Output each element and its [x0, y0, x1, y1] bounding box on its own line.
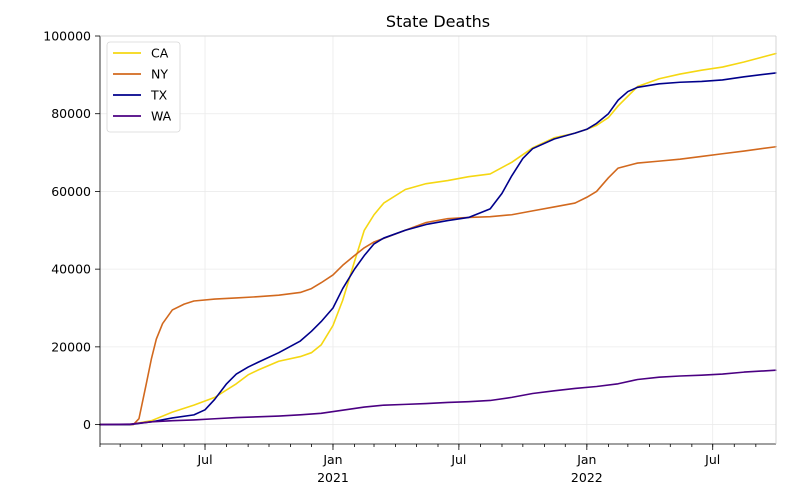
x-axis: Jul Jan 2021 Jul Jan 2022 Jul — [99, 444, 757, 485]
y-tick-label: 100000 — [43, 29, 91, 44]
legend-label: WA — [151, 109, 172, 124]
x-tick-year-label: 2021 — [317, 470, 349, 485]
legend-box — [106, 41, 181, 133]
series-line-tx — [99, 72, 777, 426]
x-tick-label: Jan — [576, 452, 596, 467]
x-tick-label: Jul — [196, 452, 212, 467]
y-tick-label: 20000 — [51, 339, 91, 354]
x-tick-label: Jul — [704, 452, 720, 467]
legend-label: NY — [151, 67, 168, 82]
legend: CA NY TX WA — [106, 41, 181, 133]
y-tick-label: 0 — [83, 417, 91, 432]
x-tick-label: Jan — [322, 452, 342, 467]
series-lines — [99, 52, 777, 426]
y-tick-label: 80000 — [51, 106, 91, 121]
y-axis: 0 20000 40000 60000 80000 100000 — [43, 29, 100, 432]
plot-spines — [99, 35, 777, 445]
series-line-wa — [99, 369, 777, 426]
x-tick-label: Jul — [450, 452, 466, 467]
y-tick-label: 60000 — [51, 184, 91, 199]
legend-label: TX — [150, 88, 168, 103]
x-tick-year-label: 2022 — [571, 470, 603, 485]
chart-title: State Deaths — [386, 12, 490, 31]
series-line-ny — [99, 145, 777, 426]
grid-lines — [100, 35, 776, 444]
y-tick-label: 40000 — [51, 262, 91, 277]
legend-label: CA — [151, 46, 169, 61]
series-line-ca — [99, 52, 777, 426]
